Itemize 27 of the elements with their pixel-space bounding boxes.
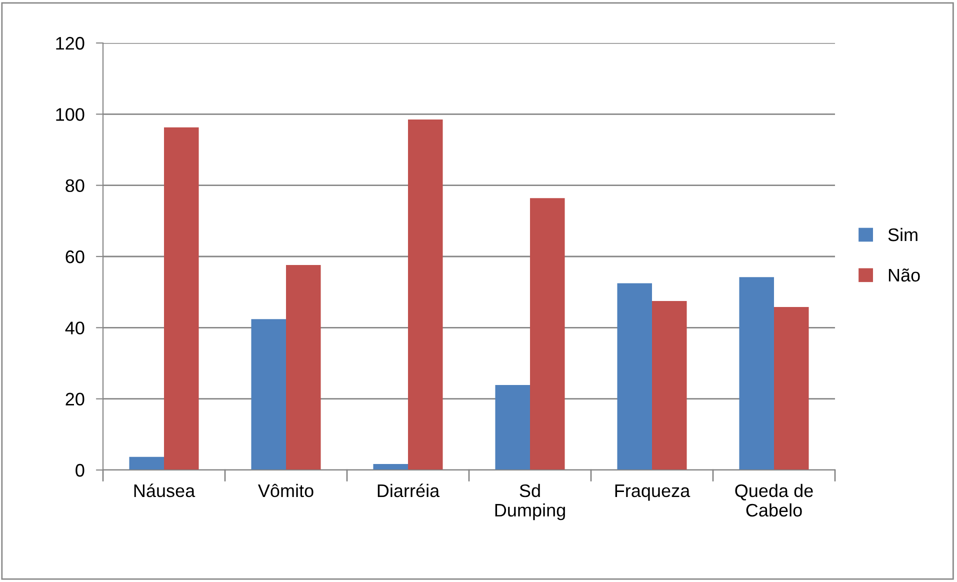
bar <box>286 265 321 470</box>
y-tick-label: 40 <box>65 322 84 334</box>
bar <box>164 127 199 470</box>
bar <box>774 307 809 470</box>
bar <box>617 283 652 470</box>
x-tick-label: Náusea <box>134 484 196 498</box>
bar <box>251 319 286 470</box>
x-tick-label: Queda de Cabelo <box>735 484 813 517</box>
bar <box>408 120 443 470</box>
y-tick-label: 0 <box>76 464 84 477</box>
bar <box>739 277 774 470</box>
y-tick-label: 20 <box>66 392 84 406</box>
legend-label: Sim <box>888 228 918 242</box>
y-tick-label: 100 <box>56 108 84 121</box>
legend-label: Não <box>888 268 920 282</box>
bar <box>652 300 687 470</box>
bar <box>530 198 565 470</box>
x-tick-label: Fraqueza <box>615 484 690 501</box>
x-tick-label: Vômito <box>258 484 314 498</box>
bar <box>495 384 530 470</box>
y-tick-label: 80 <box>66 179 84 192</box>
bar <box>373 464 408 470</box>
x-tick-label: Sd Dumping <box>495 484 565 520</box>
y-tick-label: 120 <box>56 36 84 50</box>
y-tick-label: 60 <box>66 250 84 264</box>
x-tick-label: Diarréia <box>378 484 440 498</box>
bar <box>129 456 164 470</box>
